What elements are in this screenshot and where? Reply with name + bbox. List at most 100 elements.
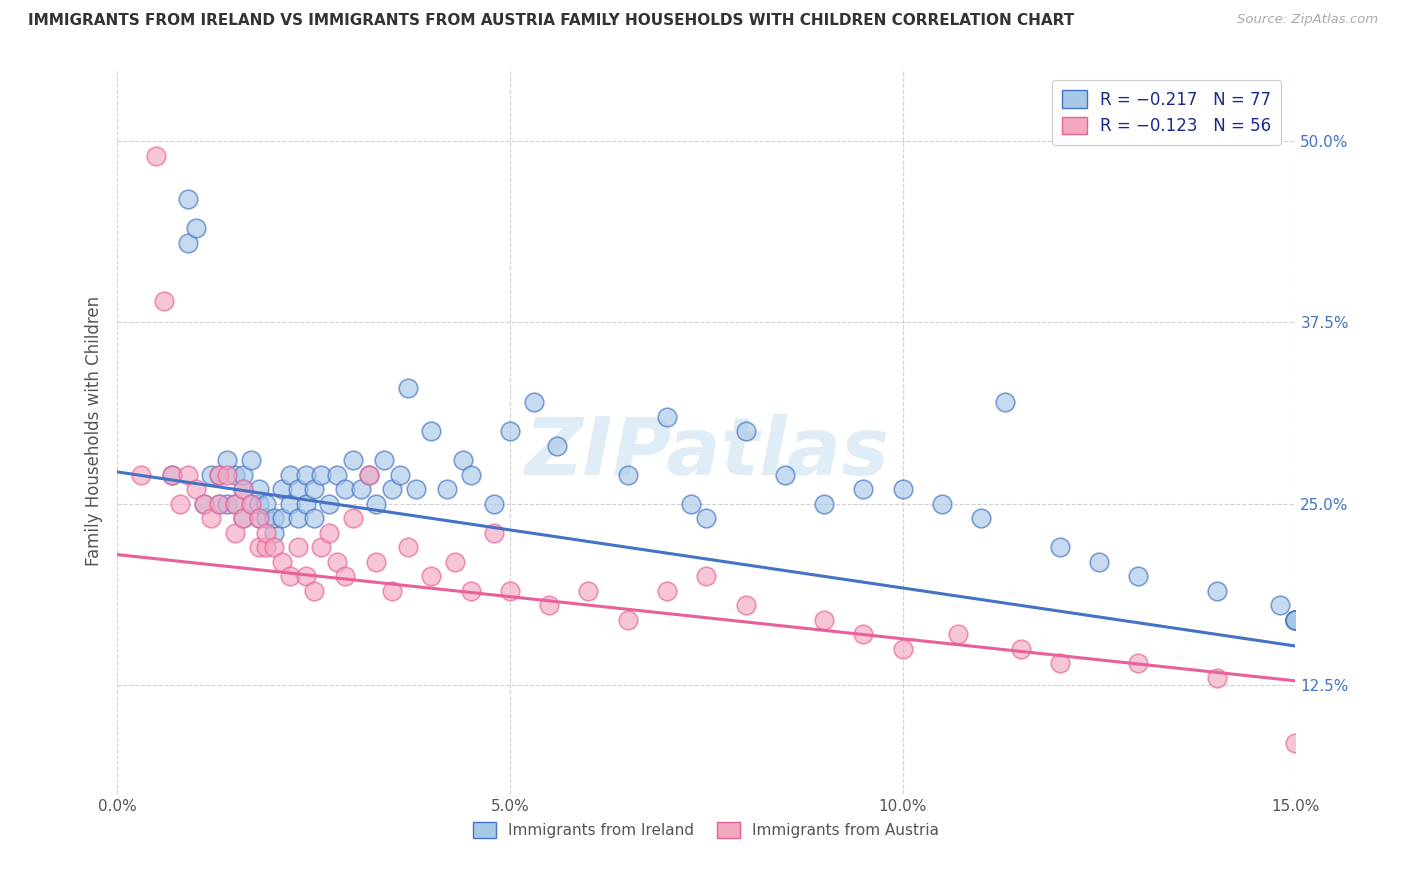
Point: [302, 583, 325, 598]
Point: [484, 525, 506, 540]
Point: [1284, 613, 1306, 627]
Point: [1284, 613, 1306, 627]
Point: [145, 148, 167, 162]
Text: Source: ZipAtlas.com: Source: ZipAtlas.com: [1237, 13, 1378, 27]
Point: [499, 424, 522, 438]
Point: [232, 467, 254, 482]
Point: [184, 221, 207, 235]
Point: [326, 467, 349, 482]
Point: [695, 569, 717, 583]
Point: [278, 467, 301, 482]
Point: [773, 467, 796, 482]
Point: [239, 497, 262, 511]
Point: [294, 569, 316, 583]
Point: [153, 293, 176, 308]
Point: [294, 467, 316, 482]
Point: [931, 497, 953, 511]
Point: [232, 511, 254, 525]
Point: [1128, 569, 1150, 583]
Point: [177, 235, 200, 250]
Point: [326, 555, 349, 569]
Point: [200, 511, 222, 525]
Point: [357, 467, 380, 482]
Point: [311, 467, 333, 482]
Point: [294, 497, 316, 511]
Point: [460, 583, 482, 598]
Point: [1049, 541, 1071, 555]
Point: [734, 424, 756, 438]
Point: [381, 483, 404, 497]
Point: [217, 497, 239, 511]
Point: [420, 424, 443, 438]
Point: [695, 511, 717, 525]
Point: [318, 497, 340, 511]
Point: [217, 467, 239, 482]
Point: [247, 541, 270, 555]
Point: [366, 497, 388, 511]
Point: [208, 467, 231, 482]
Point: [891, 641, 914, 656]
Point: [852, 627, 875, 641]
Point: [616, 467, 638, 482]
Point: [1284, 613, 1306, 627]
Point: [396, 381, 419, 395]
Point: [208, 497, 231, 511]
Point: [287, 541, 309, 555]
Point: [333, 569, 356, 583]
Point: [254, 525, 277, 540]
Point: [160, 467, 183, 482]
Point: [208, 497, 231, 511]
Point: [813, 497, 835, 511]
Point: [1206, 583, 1229, 598]
Point: [546, 439, 568, 453]
Point: [311, 541, 333, 555]
Legend: Immigrants from Ireland, Immigrants from Austria: Immigrants from Ireland, Immigrants from…: [467, 816, 945, 845]
Point: [970, 511, 993, 525]
Point: [342, 511, 364, 525]
Point: [357, 467, 380, 482]
Point: [1049, 657, 1071, 671]
Point: [224, 525, 246, 540]
Point: [616, 613, 638, 627]
Point: [538, 599, 561, 613]
Point: [460, 467, 482, 482]
Point: [655, 409, 678, 424]
Point: [388, 467, 411, 482]
Point: [247, 511, 270, 525]
Point: [224, 497, 246, 511]
Point: [484, 497, 506, 511]
Point: [420, 569, 443, 583]
Point: [232, 483, 254, 497]
Point: [381, 583, 404, 598]
Y-axis label: Family Households with Children: Family Households with Children: [86, 296, 103, 566]
Point: [239, 453, 262, 467]
Point: [271, 555, 294, 569]
Point: [1128, 657, 1150, 671]
Point: [444, 555, 467, 569]
Point: [342, 453, 364, 467]
Point: [302, 511, 325, 525]
Point: [193, 497, 215, 511]
Point: [278, 497, 301, 511]
Point: [655, 583, 678, 598]
Point: [287, 483, 309, 497]
Point: [891, 483, 914, 497]
Point: [184, 483, 207, 497]
Point: [1206, 671, 1229, 685]
Point: [239, 497, 262, 511]
Point: [946, 627, 969, 641]
Point: [271, 511, 294, 525]
Point: [271, 483, 294, 497]
Point: [278, 569, 301, 583]
Point: [224, 497, 246, 511]
Point: [254, 511, 277, 525]
Point: [169, 497, 191, 511]
Point: [350, 483, 373, 497]
Point: [247, 483, 270, 497]
Point: [852, 483, 875, 497]
Point: [287, 511, 309, 525]
Point: [522, 395, 544, 409]
Point: [318, 525, 340, 540]
Point: [1284, 613, 1306, 627]
Point: [193, 497, 215, 511]
